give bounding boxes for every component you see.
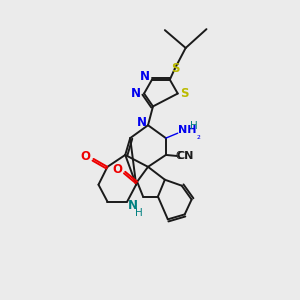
Text: N: N [140, 70, 150, 83]
Text: S: S [180, 87, 189, 100]
Text: N: N [131, 87, 141, 100]
Text: NH: NH [178, 125, 197, 135]
Text: O: O [81, 150, 91, 164]
Text: N: N [128, 199, 138, 212]
Text: CN: CN [177, 151, 194, 161]
Text: ₂: ₂ [196, 131, 200, 141]
Text: C: C [176, 151, 182, 161]
Text: S: S [172, 62, 180, 75]
Text: N: N [137, 116, 147, 129]
Text: O: O [112, 163, 122, 176]
Text: H: H [135, 208, 143, 218]
Text: H: H [190, 121, 197, 131]
